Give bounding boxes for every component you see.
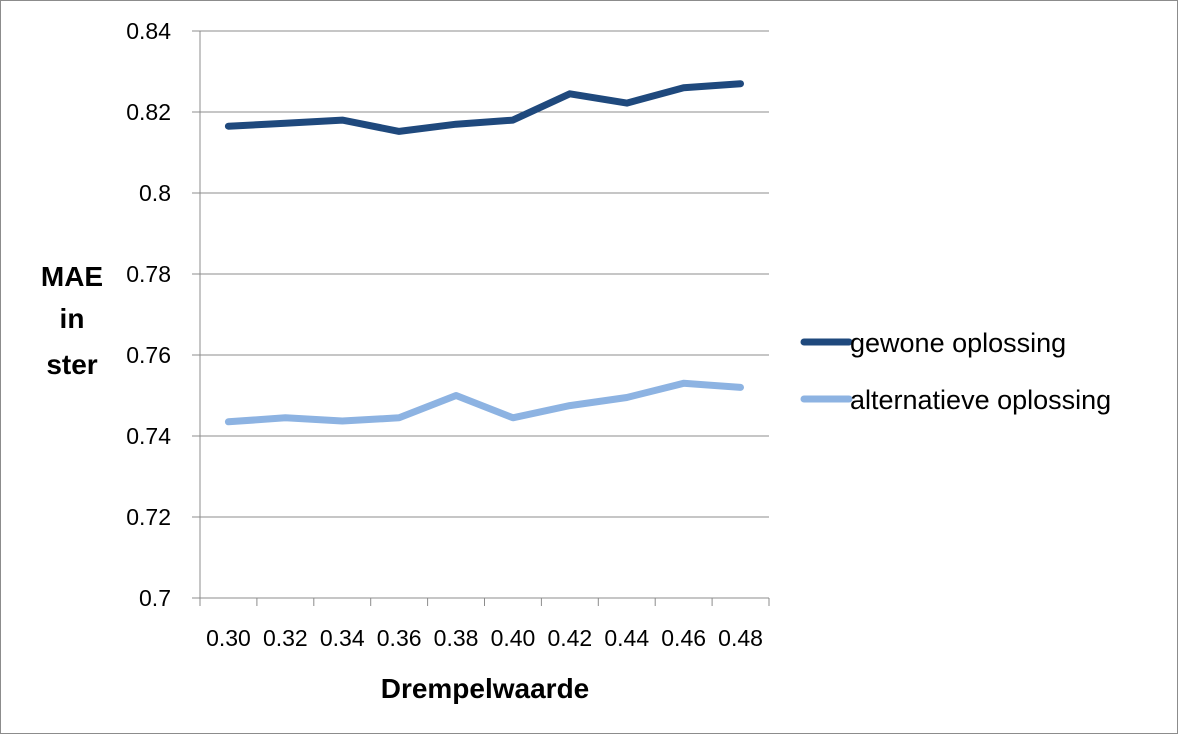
x-tick-label: 0.44 bbox=[604, 625, 649, 651]
y-axis-title: MAE in ster bbox=[41, 261, 103, 380]
x-tick-label: 0.40 bbox=[491, 625, 536, 651]
x-tick-label: 0.42 bbox=[547, 625, 592, 651]
y-axis-title-line-2: in bbox=[60, 303, 85, 334]
x-tick-label: 0.32 bbox=[263, 625, 308, 651]
series-line-alternatieve-oplossing bbox=[224, 379, 744, 426]
y-tick-label: 0.72 bbox=[126, 504, 171, 530]
x-axis-title: Drempelwaarde bbox=[381, 673, 590, 704]
y-tick-label: 0.7 bbox=[139, 585, 171, 611]
y-tick-label: 0.84 bbox=[126, 18, 171, 44]
legend-item-alternatieve-oplossing: alternatieve oplossing bbox=[800, 385, 1111, 415]
x-tick-label: 0.36 bbox=[377, 625, 422, 651]
axes bbox=[192, 30, 770, 606]
y-tick-label: 0.82 bbox=[126, 99, 171, 125]
y-axis-title-line-3: ster bbox=[46, 349, 97, 380]
x-tick-label: 0.34 bbox=[320, 625, 365, 651]
legend-item-gewone-oplossing: gewone oplossing bbox=[800, 328, 1066, 358]
series-line-gewone-oplossing bbox=[224, 80, 744, 135]
x-tick-label: 0.48 bbox=[718, 625, 763, 651]
x-tick-labels: 0.30 0.32 0.34 0.36 0.38 0.40 0.42 0.44 0.46 0.48 bbox=[206, 625, 763, 651]
legend-label-gewone-oplossing: gewone oplossing bbox=[850, 328, 1066, 358]
series-lines bbox=[224, 80, 744, 426]
y-tick-labels: 0.7 0.72 0.74 0.76 0.78 0.8 0.82 0.84 bbox=[126, 18, 171, 611]
x-tick-label: 0.30 bbox=[206, 625, 251, 651]
legend-label-alternatieve-oplossing: alternatieve oplossing bbox=[850, 385, 1111, 415]
y-axis-title-line-1: MAE bbox=[41, 261, 103, 292]
y-tick-label: 0.76 bbox=[126, 342, 171, 368]
x-tick-label: 0.38 bbox=[434, 625, 479, 651]
y-tick-label: 0.74 bbox=[126, 423, 171, 449]
x-tick-label: 0.46 bbox=[661, 625, 706, 651]
y-tick-label: 0.78 bbox=[126, 261, 171, 287]
gridlines bbox=[200, 30, 769, 518]
y-tick-label: 0.8 bbox=[139, 180, 171, 206]
legend: gewone oplossing alternatieve oplossing bbox=[800, 328, 1111, 415]
